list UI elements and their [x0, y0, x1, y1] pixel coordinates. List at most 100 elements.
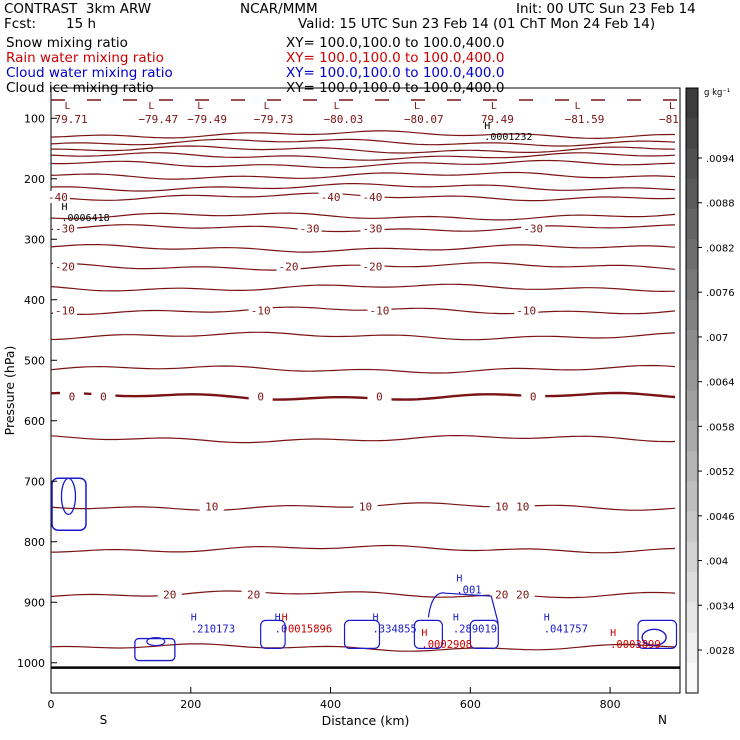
contour-label: -10 [251, 305, 271, 318]
contour-label-bg [157, 588, 182, 601]
y-tick-label: 400 [24, 294, 45, 307]
contour-label: -30 [300, 222, 320, 235]
colorbar-tick-label: .007 [706, 333, 728, 344]
plot-frame [50, 87, 681, 694]
temperature-label-L: L [334, 101, 340, 112]
contour-label-bg [360, 260, 385, 273]
colorbar-segment [686, 541, 698, 573]
colorbar-segment [686, 88, 698, 119]
cloud-water-contour [60, 477, 77, 516]
contour-line [50, 212, 676, 221]
x-tick-label: 0 [48, 698, 55, 711]
contour-line [50, 183, 676, 192]
cloud-water-max-marker: H [453, 613, 459, 624]
contour-label-bg [45, 190, 70, 203]
contour-label: 0 [376, 391, 383, 404]
cloud-water-contour [469, 619, 499, 650]
temperature-min-label: −80.03 [324, 113, 364, 126]
contour-label: 0 [530, 391, 537, 404]
temperature-label-L: L [197, 101, 203, 112]
cloud-water-max-value: .001 [456, 584, 481, 596]
colorbar-segment [686, 178, 698, 210]
contour-line [50, 590, 676, 599]
temperature-min-label: −79.47 [138, 113, 178, 126]
temperature-min-label: −81 [659, 113, 679, 126]
cloud-water-max-value: .210173 [191, 624, 235, 636]
contour-line [50, 391, 676, 401]
contour-label: 20 [163, 588, 176, 601]
colorbar-tick-label: .0034 [706, 601, 735, 612]
contour-label: -30 [523, 222, 543, 235]
temperature-label-L: L [64, 101, 70, 112]
contour-line [50, 283, 676, 293]
rain-max-marker: H [610, 628, 616, 639]
colorbar-segment [686, 572, 698, 603]
fcst-value: 15 h [66, 16, 97, 32]
field-snow-xy: XY= 100.0,100.0 to 100.0,400.0 [286, 35, 505, 51]
contour-label: -30 [363, 222, 383, 235]
colorbar-unit: g kg⁻¹ [704, 88, 730, 98]
contour-label: 10 [516, 501, 529, 514]
contour-line [50, 306, 676, 315]
contour-label-bg [353, 500, 378, 513]
contour-line [50, 435, 676, 444]
cloud-water-contour [51, 477, 87, 531]
rain-max-marker: H [282, 613, 288, 624]
colorbar-segment [686, 118, 698, 149]
contour-label: 20 [247, 588, 260, 601]
contour-label-bg [297, 222, 322, 235]
contour-label: -40 [363, 191, 383, 204]
y-tick-label: 200 [24, 173, 45, 186]
temperature-label-L: L [575, 101, 581, 112]
contour-line [50, 130, 675, 140]
field-snow-label: Snow mixing ratio [6, 35, 128, 51]
rain-max-marker: H [421, 628, 427, 639]
y-tick-label: 500 [24, 354, 45, 367]
colorbar-tick-label: .0088 [706, 199, 735, 210]
init-time: Init: 00 UTC Sun 23 Feb 14 [516, 1, 696, 17]
y-tick-label: 900 [24, 596, 45, 609]
contour-label-bg [360, 190, 385, 203]
contour-label-bg [91, 390, 116, 403]
contour-label: -20 [363, 260, 383, 273]
contour-line [50, 364, 676, 374]
contour-label-bg [241, 588, 266, 601]
y-tick-label: 800 [24, 536, 45, 549]
contour-label: -10 [516, 305, 536, 318]
temperature-min-label: −80.07 [404, 113, 444, 126]
contour-label: 20 [495, 588, 508, 601]
contour-label-bg [276, 260, 301, 273]
valid-time: Valid: 15 UTC Sun 23 Feb 14 (01 ChT Mon … [298, 16, 656, 32]
colorbar-segment [686, 390, 698, 422]
colorbar-segment [686, 511, 698, 543]
cloud-water-contour [427, 592, 499, 624]
field-rain-xy: XY= 100.0,100.0 to 100.0,400.0 [286, 50, 505, 66]
snow-max-value: .0001232 [484, 132, 532, 143]
colorbar-tick-label: .0076 [706, 288, 735, 299]
cloud-water-contour [146, 636, 166, 647]
contour-label-bg [248, 390, 273, 403]
temperature-label-L: L [264, 101, 270, 112]
fcst-label: Fcst: [4, 16, 37, 32]
temperature-label-L: L [491, 101, 497, 112]
contour-label-bg [199, 500, 224, 513]
cloud-water-contour [134, 637, 176, 662]
cloud-water-max-marker: H [191, 613, 197, 624]
rain-max-value: .0003899 [610, 639, 661, 651]
colorbar-tick-label: .0064 [706, 378, 735, 389]
cloud-water-max-value: .041757 [544, 624, 588, 636]
contour-label-bg [510, 500, 535, 513]
cloud-water-contour [641, 628, 667, 647]
contour-label-bg [248, 304, 273, 317]
temperature-label-L: L [148, 101, 154, 112]
temperature-min-label: −79.49 [187, 113, 227, 126]
y-axis-title: Pressure (hPa) [2, 346, 17, 436]
cloud-water-contour [260, 619, 286, 650]
colorbar-frame [685, 87, 699, 694]
temperature-min-label: −81.59 [565, 113, 605, 126]
y-tick-label: 700 [24, 475, 45, 488]
y-tick-label: 600 [24, 415, 45, 428]
colorbar-segment [686, 451, 698, 482]
x-axis-title: Distance (km) [322, 713, 410, 728]
